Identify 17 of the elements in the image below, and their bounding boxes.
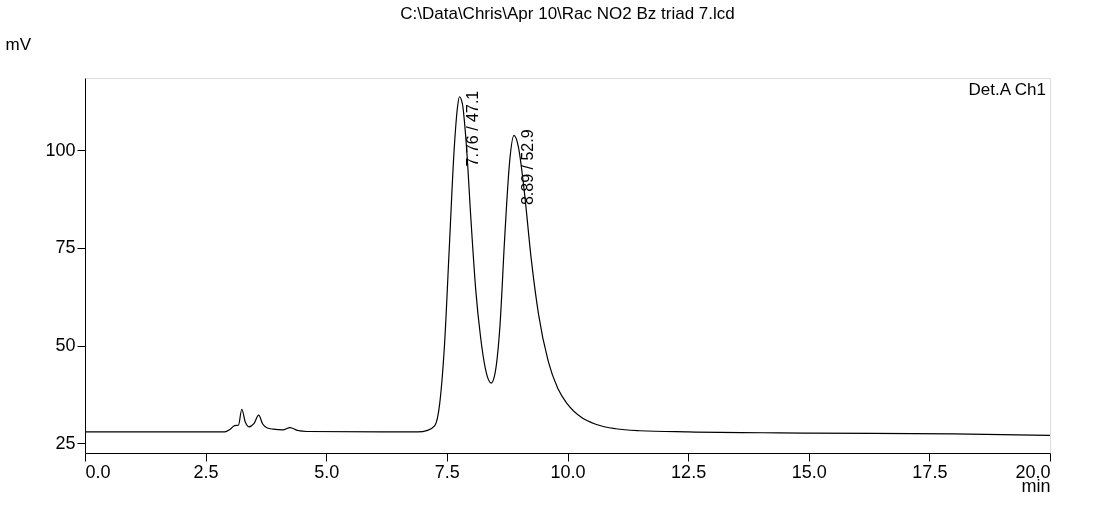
y-tick-label: 75 xyxy=(55,237,76,258)
y-tick-label: 50 xyxy=(55,335,76,356)
x-tick-label: 7.5 xyxy=(434,461,460,482)
x-tick-label: 2.5 xyxy=(193,461,219,482)
y-tick-label: 100 xyxy=(45,139,76,160)
x-tick-label: 5.0 xyxy=(314,461,340,482)
y-tick-label: 25 xyxy=(55,432,76,453)
x-tick-label: 10.0 xyxy=(550,461,586,482)
x-tick-label: 12.5 xyxy=(671,461,707,482)
annotation: Det.A Ch1 xyxy=(968,80,1046,99)
y-axis-title: mV xyxy=(5,34,32,54)
annotation: 8.89 / 52.9 xyxy=(518,129,536,206)
x-tick-label: 17.5 xyxy=(912,461,948,482)
x-tick-label: 15.0 xyxy=(791,461,827,482)
annotation: 7.76 / 47.1 xyxy=(464,90,482,167)
chart-title: C:\Data\Chris\Apr 10\Rac NO2 Bz triad 7.lcd xyxy=(400,4,735,23)
x-tick-label: 0.0 xyxy=(85,461,111,482)
